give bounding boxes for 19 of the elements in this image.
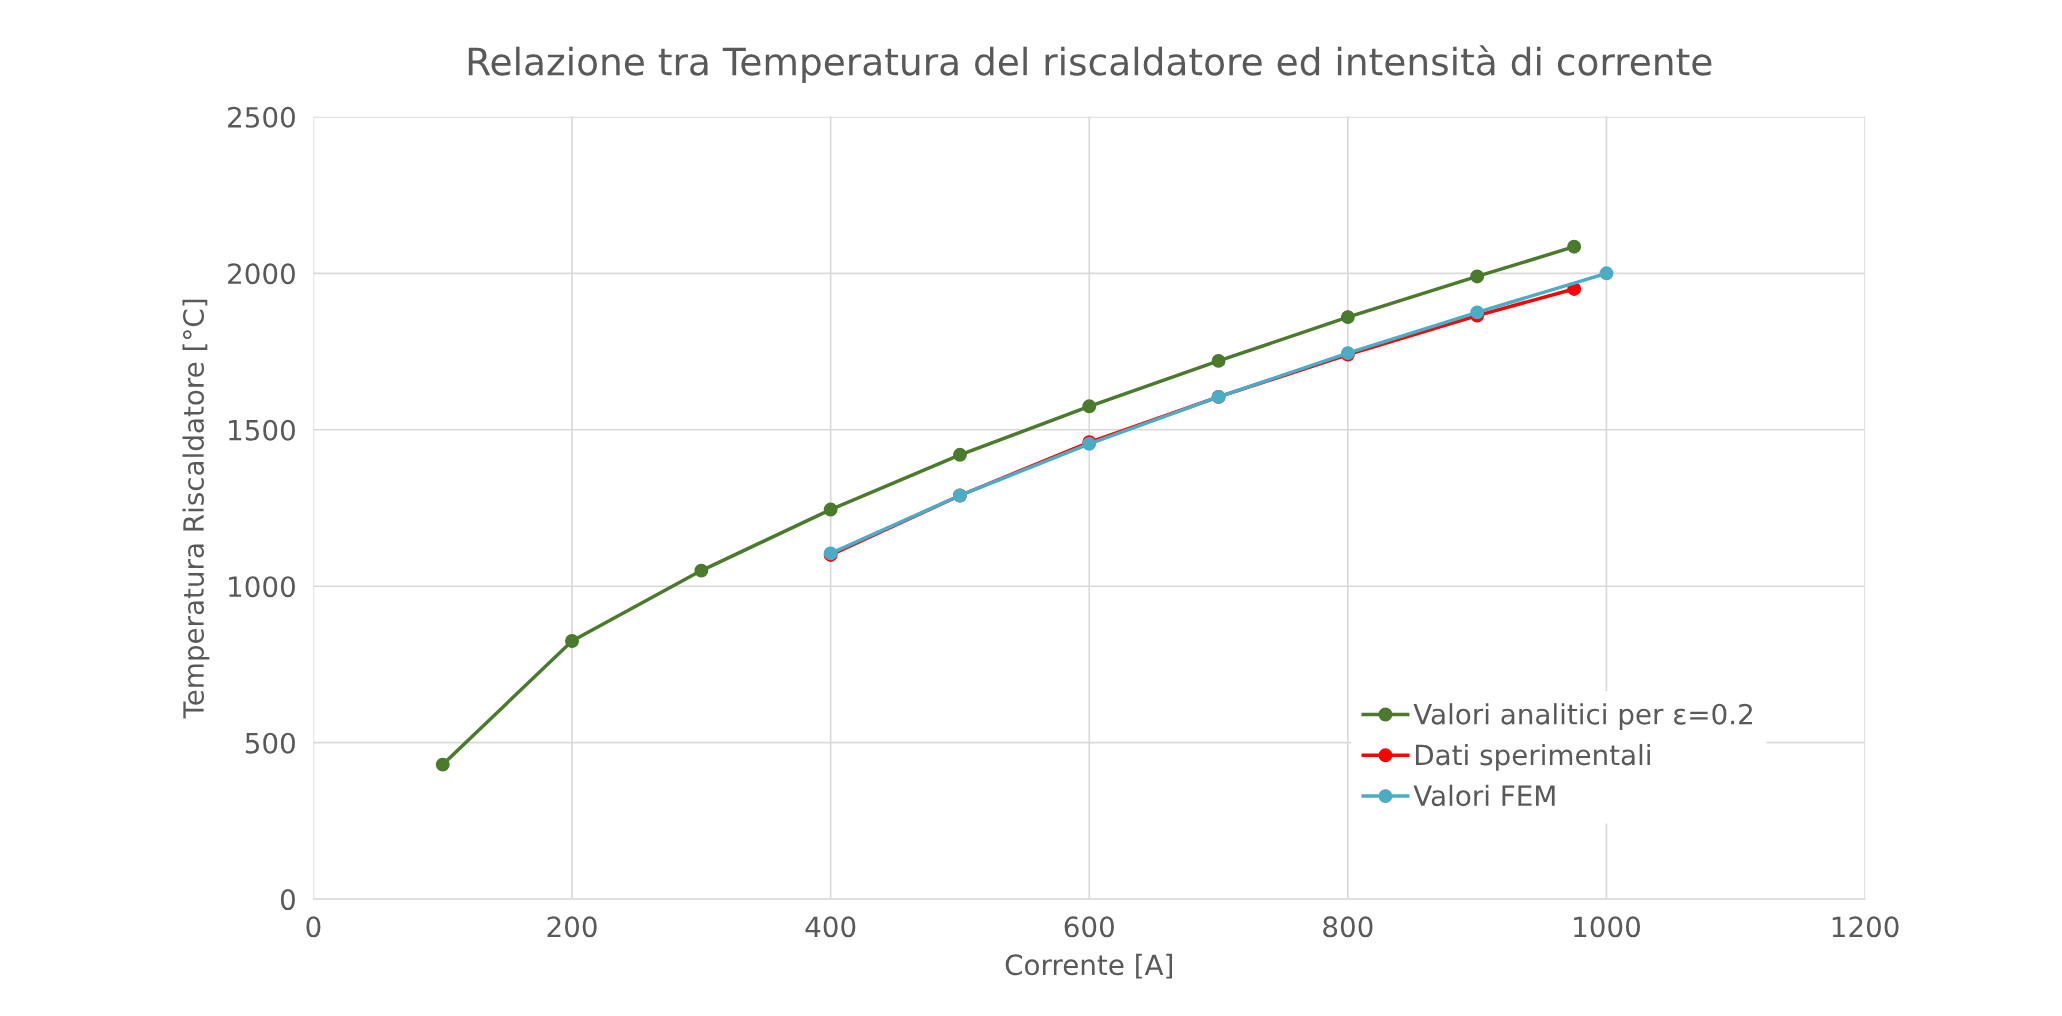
legend-label: Dati sperimentali: [1415, 743, 1650, 771]
y-tick-label: 1000: [229, 576, 295, 598]
x-tick-label: 1000: [1574, 916, 1640, 938]
y-tick-label: 1500: [229, 419, 295, 441]
y-tick-label: 0: [280, 889, 295, 911]
legend-label: Valori analitici per ε=0.2: [1413, 703, 1752, 731]
x-axis-title: Corrente [A]: [1005, 953, 1173, 979]
y-tick-label: 2000: [228, 263, 295, 285]
x-tick-label: 600: [1064, 916, 1114, 938]
x-tick-label: 800: [1323, 916, 1373, 938]
y-tick-label: 500: [245, 732, 295, 754]
y-tick-label: 2500: [228, 106, 295, 128]
y-axis-title: Temperatura Riscaldatore [°C]: [182, 299, 210, 719]
legend-label: Valori FEM: [1413, 784, 1555, 807]
x-tick-label: 400: [805, 916, 856, 938]
x-tick-label: 0: [306, 916, 321, 938]
x-tick-label: 200: [547, 916, 597, 938]
chart-title: Relazione tra Temperatura del riscaldatore ed intensità di corrente: [468, 45, 1712, 83]
x-tick-label: 1200: [1832, 916, 1899, 938]
